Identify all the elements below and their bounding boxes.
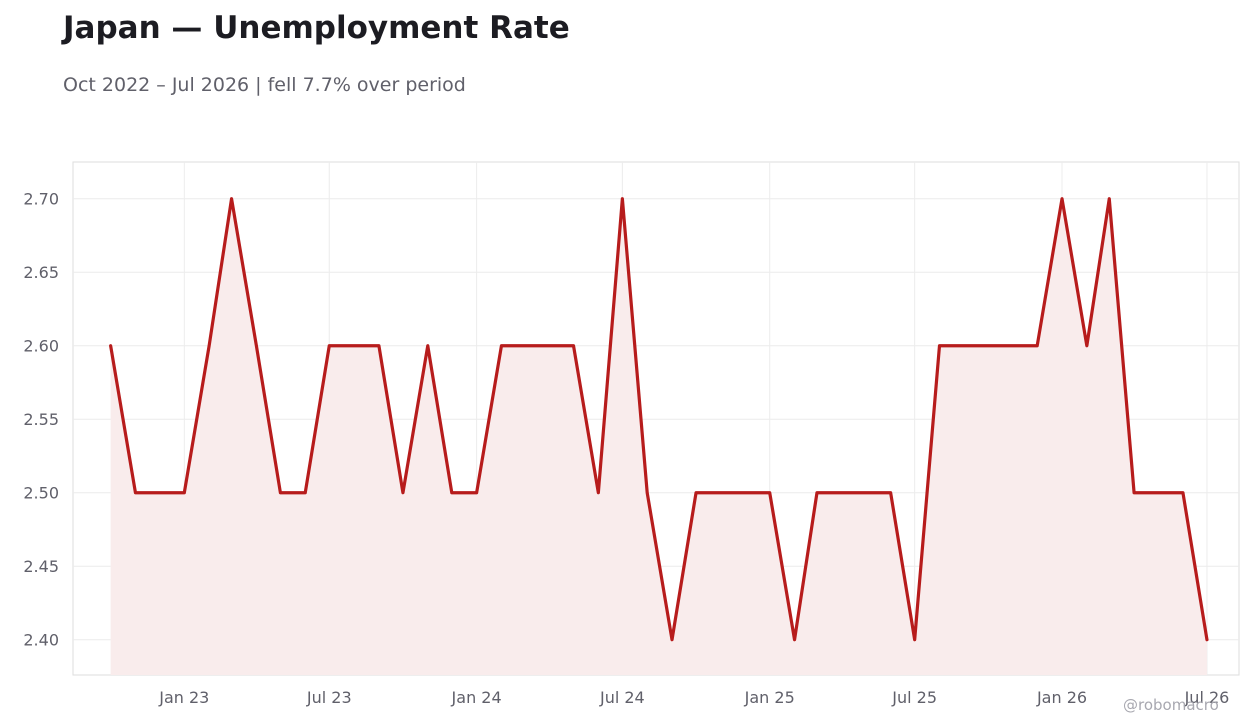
y-tick-label-1: 2.45 xyxy=(23,557,59,576)
x-tick-label-5: Jul 25 xyxy=(891,688,937,707)
y-tick-label-0: 2.40 xyxy=(23,631,59,650)
series-line xyxy=(109,197,1209,642)
y-tick-label-2: 2.50 xyxy=(23,484,59,503)
y-tick-label-4: 2.60 xyxy=(23,337,59,356)
x-tick-label-7: Jul 26 xyxy=(1184,688,1230,707)
x-tick-label-0: Jan 23 xyxy=(158,688,209,707)
y-tick-label-5: 2.65 xyxy=(23,263,59,282)
x-tick-label-2: Jan 24 xyxy=(451,688,502,707)
credit-label: @robomacro xyxy=(1123,696,1219,714)
series-area-fill xyxy=(110,198,1207,675)
y-axis-ticks: 2.40 2.45 2.50 2.55 2.60 2.65 2.70 xyxy=(23,190,59,650)
x-tick-label-3: Jul 24 xyxy=(599,688,645,707)
y-tick-label-6: 2.70 xyxy=(23,190,59,209)
y-tick-label-3: 2.55 xyxy=(23,410,59,429)
chart-subtitle: Oct 2022 – Jul 2026 | fell 7.7% over per… xyxy=(63,74,466,96)
x-axis-ticks: Jan 23 Jul 23 Jan 24 Jul 24 Jan 25 Jul 25 Jan … xyxy=(158,688,1229,707)
x-tick-label-6: Jan 26 xyxy=(1036,688,1087,707)
x-tick-label-1: Jul 23 xyxy=(306,688,352,707)
chart-title: Japan — Unemployment Rate xyxy=(63,10,570,46)
line-layer xyxy=(109,197,1209,642)
x-tick-label-4: Jan 25 xyxy=(744,688,795,707)
area-layer xyxy=(110,198,1207,675)
